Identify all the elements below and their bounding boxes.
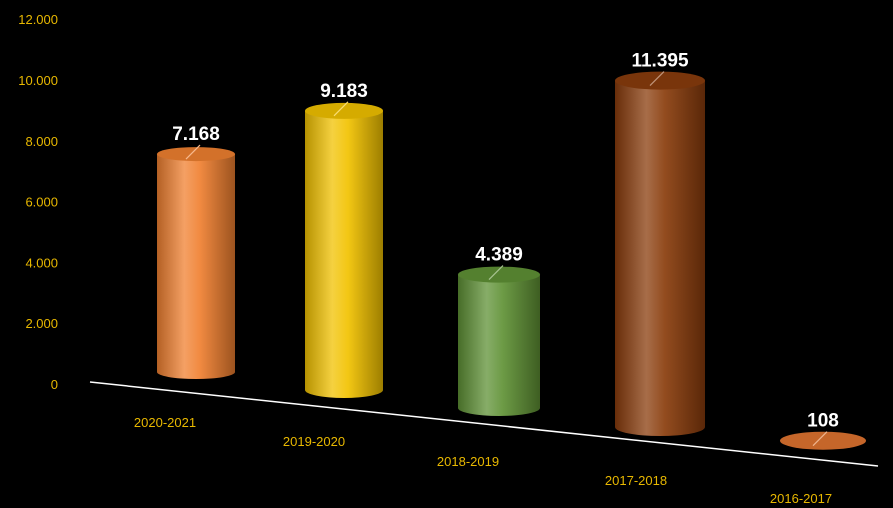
bar-body — [157, 154, 235, 379]
bar-body — [305, 110, 383, 399]
bar-2016-2017: 108 — [780, 411, 866, 450]
bar-body — [458, 274, 540, 416]
data-label-leader — [488, 265, 504, 280]
data-label-leader — [649, 71, 665, 87]
x-tick-label: 2020-2021 — [134, 415, 196, 430]
y-tick-label: 6.000 — [25, 195, 58, 210]
y-tick-label: 12.000 — [18, 12, 58, 27]
bar-top — [780, 431, 866, 450]
y-tick-label: 4.000 — [25, 255, 58, 270]
data-label: 4.389 — [475, 245, 523, 266]
data-label-leader — [812, 431, 828, 447]
data-label-leader — [185, 144, 201, 160]
bar-2017-2018: 11.395 — [615, 51, 705, 436]
data-label: 9.183 — [320, 81, 368, 102]
y-axis: 0 2.000 4.000 6.000 8.000 10.000 12.000 — [18, 12, 58, 392]
y-tick-label: 0 — [51, 377, 58, 392]
x-tick-label: 2019-2020 — [283, 434, 345, 449]
x-tick-label: 2018-2019 — [437, 454, 499, 469]
bar-2018-2019: 4.389 — [458, 245, 540, 416]
x-axis: 2020-2021 2019-2020 2018-2019 2017-2018 2016… — [134, 415, 832, 506]
data-label: 11.395 — [631, 51, 688, 72]
y-tick-label: 8.000 — [25, 134, 58, 149]
bar-top — [458, 266, 540, 283]
bar-top — [615, 71, 705, 90]
data-label: 7.168 — [172, 124, 220, 145]
y-tick-label: 10.000 — [18, 73, 58, 88]
bar-body — [615, 80, 705, 436]
bars: 7.168 9.183 4.389 11.395 108 — [157, 51, 866, 450]
x-tick-label: 2017-2018 — [605, 473, 667, 488]
bar-2020-2021: 7.168 — [157, 124, 235, 379]
bar-top — [305, 102, 383, 119]
bar-top — [157, 147, 235, 162]
y-tick-label: 2.000 — [25, 316, 58, 331]
x-tick-label: 2016-2017 — [770, 491, 832, 506]
data-label-leader — [333, 101, 349, 117]
data-label: 108 — [807, 411, 839, 432]
bar-2019-2020: 9.183 — [305, 81, 383, 399]
x-axis-line — [89, 381, 879, 467]
